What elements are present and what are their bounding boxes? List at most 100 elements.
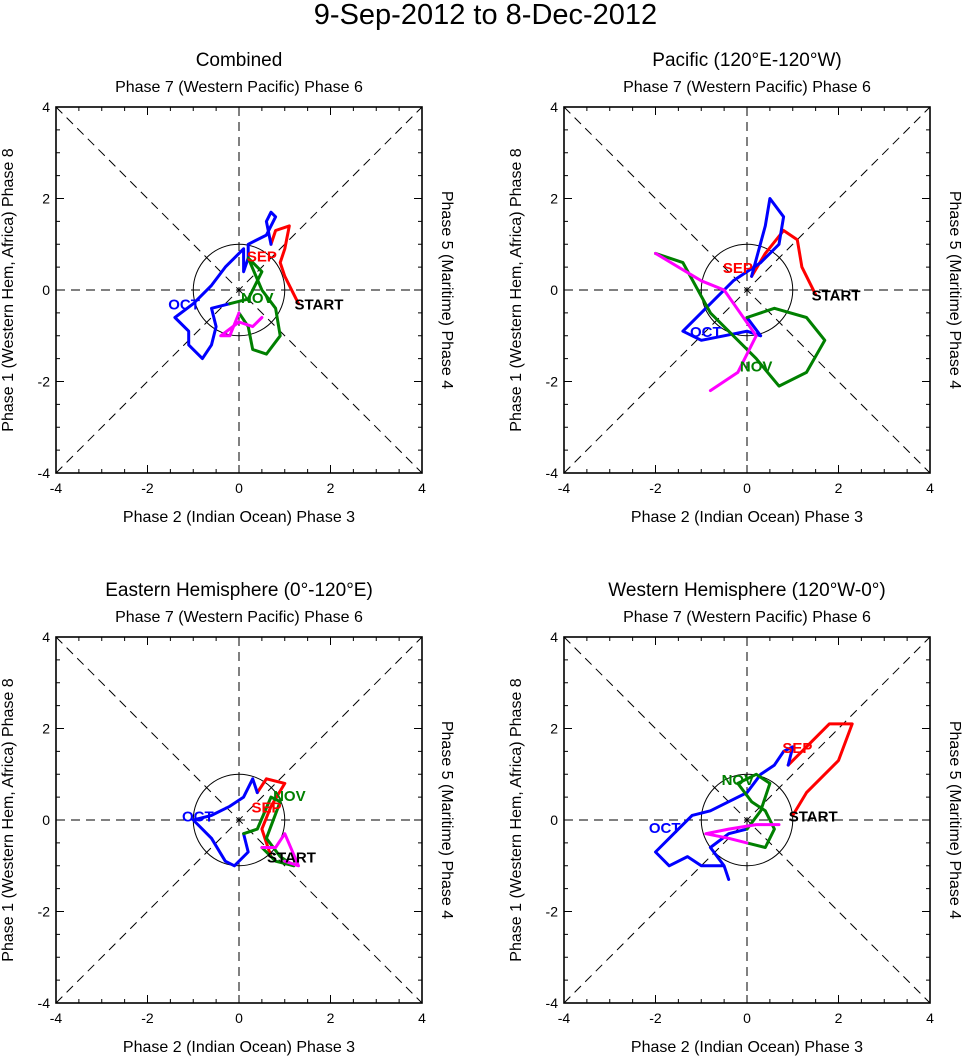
chart-western-hemisphere: Western Hemisphere (120°W-0°) Phase 7 (We… (508, 580, 963, 1056)
y-tick-label: 2 (550, 721, 558, 737)
x-tick-label: -4 (558, 480, 571, 496)
x-tick-label: -2 (649, 1010, 662, 1026)
x-tick-label: -2 (141, 480, 154, 496)
x-tick-label: 4 (418, 1010, 426, 1026)
x-tick-label: 0 (235, 1010, 243, 1026)
x-tick-label: 0 (235, 480, 243, 496)
y-tick-label: -4 (38, 465, 51, 481)
unit-circle (700, 243, 794, 337)
y-tick-label: 2 (42, 721, 50, 737)
x-tick-label: 2 (327, 480, 335, 496)
month-label-sep: SEP (723, 260, 753, 277)
unit-circle (700, 773, 794, 867)
y-tick-label: 4 (42, 629, 50, 645)
top-axis-label: Phase 7 (Western Pacific) Phase 6 (115, 79, 363, 96)
start-label: START (812, 288, 861, 305)
chart-title: Eastern Hemisphere (0°-120°E) (105, 580, 373, 601)
y-tick-label: -2 (38, 904, 51, 920)
x-tick-label: 4 (418, 480, 426, 496)
trajectory-sep (269, 224, 300, 306)
y-tick-label: 2 (42, 191, 50, 207)
trajectory-oct (681, 197, 786, 342)
x-tick-label: 0 (743, 480, 751, 496)
bottom-axis-label: Phase 2 (Indian Ocean) Phase 3 (123, 509, 355, 526)
month-label-sep: SEP (251, 799, 281, 816)
chart-title: Western Hemisphere (120°W-0°) (608, 580, 885, 601)
trajectory-oct (191, 777, 259, 868)
trajectory-sep (786, 722, 854, 817)
trajectory-sep (750, 229, 818, 297)
trajectory-nov (736, 772, 776, 849)
y-tick-label: 0 (42, 812, 50, 828)
x-tick-label: -4 (50, 480, 63, 496)
unit-circle (192, 243, 286, 337)
bottom-axis-label: Phase 2 (Indian Ocean) Phase 3 (123, 1039, 355, 1056)
x-tick-label: 2 (835, 1010, 843, 1026)
x-tick-label: 0 (743, 1010, 751, 1026)
month-label-nov: NOV (241, 290, 274, 307)
x-tick-label: -4 (558, 1010, 571, 1026)
left-axis-label: Phase 1 (Western Hem, Africa) Phase 8 (508, 678, 525, 961)
left-axis-label: Phase 1 (Western Hem, Africa) Phase 8 (0, 678, 17, 961)
bottom-axis-label: Phase 2 (Indian Ocean) Phase 3 (631, 509, 863, 526)
trajectory-dec (260, 832, 300, 868)
right-axis-label: Phase 5 (Maritime) Phase 4 (438, 721, 455, 919)
start-label: START (789, 808, 838, 825)
y-tick-label: -4 (38, 995, 51, 1011)
month-label-oct: OCT (182, 808, 214, 825)
x-tick-label: 4 (926, 1010, 934, 1026)
x-tick-label: -2 (649, 480, 662, 496)
month-label-nov: NOV (722, 772, 755, 789)
x-tick-label: 4 (926, 480, 934, 496)
page-title: 9-Sep-2012 to 8-Dec-2012 (313, 0, 658, 31)
trajectory-dec (704, 823, 781, 845)
y-tick-label: 0 (550, 282, 558, 298)
x-tick-label: 2 (327, 1010, 335, 1026)
month-label-oct: OCT (168, 297, 200, 314)
chart-combined: Combined Phase 7 (Western Pacific) Phase … (0, 50, 455, 526)
trajectory-nov (242, 795, 296, 868)
chart-title: Pacific (120°E-120°W) (652, 50, 841, 71)
y-tick-label: -4 (546, 465, 559, 481)
trajectory-sep (255, 777, 287, 859)
top-axis-label: Phase 7 (Western Pacific) Phase 6 (623, 79, 871, 96)
y-tick-label: 0 (42, 282, 50, 298)
trajectory-nov (228, 256, 282, 356)
trajectory-dec (219, 311, 264, 338)
start-label: START (294, 297, 343, 314)
top-axis-label: Phase 7 (Western Pacific) Phase 6 (115, 609, 363, 626)
chart-title: Combined (196, 50, 283, 71)
x-tick-label: -4 (50, 1010, 63, 1026)
trajectory-oct (173, 210, 278, 361)
trajectory-oct (654, 745, 795, 881)
right-axis-label: Phase 5 (Maritime) Phase 4 (438, 191, 455, 389)
y-tick-label: 2 (550, 191, 558, 207)
month-label-oct: OCT (690, 324, 722, 341)
x-tick-label: 2 (835, 480, 843, 496)
y-tick-label: 4 (550, 629, 558, 645)
month-label-sep: SEP (247, 249, 277, 266)
right-axis-label: Phase 5 (Maritime) Phase 4 (946, 191, 963, 389)
y-tick-label: 0 (550, 812, 558, 828)
x-tick-label: -2 (141, 1010, 154, 1026)
trajectory-dec (654, 251, 758, 393)
y-tick-label: 4 (42, 99, 50, 115)
bottom-axis-label: Phase 2 (Indian Ocean) Phase 3 (631, 1039, 863, 1056)
right-axis-label: Phase 5 (Maritime) Phase 4 (946, 721, 963, 919)
top-axis-label: Phase 7 (Western Pacific) Phase 6 (623, 609, 871, 626)
month-label-nov: NOV (273, 788, 306, 805)
y-tick-label: -4 (546, 995, 559, 1011)
y-tick-label: 4 (550, 99, 558, 115)
y-tick-label: -2 (38, 374, 51, 390)
month-label-oct: OCT (649, 820, 681, 837)
start-label: START (267, 850, 316, 867)
chart-eastern-hemisphere: Eastern Hemisphere (0°-120°E) Phase 7 (We… (0, 580, 455, 1056)
trajectory-nov (654, 251, 827, 388)
y-tick-label: -2 (546, 904, 559, 920)
y-tick-label: -2 (546, 374, 559, 390)
chart-pacific: Pacific (120°E-120°W) Phase 7 (Western Pa… (508, 50, 963, 526)
month-label-sep: SEP (782, 740, 812, 757)
month-label-nov: NOV (740, 358, 773, 375)
left-axis-label: Phase 1 (Western Hem, Africa) Phase 8 (508, 148, 525, 431)
left-axis-label: Phase 1 (Western Hem, Africa) Phase 8 (0, 148, 17, 431)
